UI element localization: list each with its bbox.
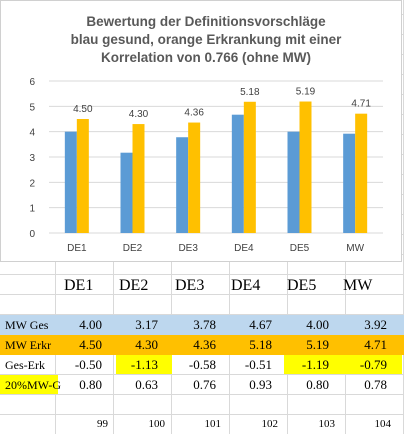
table-header-de4: DE4 [231,277,261,294]
bar [299,101,312,234]
x-tick-label: DE3 [178,243,198,254]
table-cell: 3.92 [364,317,387,332]
footer-cell: 99 [97,418,108,430]
y-tick-label: 5 [29,102,35,113]
y-tick-label: 1 [29,204,35,215]
bar [120,152,133,233]
table-cell: 4.00 [306,317,329,332]
table-cell: 4.67 [249,317,272,332]
bar [132,124,145,233]
footer-cell: 102 [261,418,279,430]
row-label-20-mw-g: 20%MW-G [5,378,61,392]
chart-title-line-1: Bewertung der Definitionsvorschläge [86,14,326,29]
bar [64,131,77,233]
table-cell: 0.76 [193,377,216,392]
highlight-cell [284,355,402,374]
data-label: 4.36 [184,108,204,119]
y-tick-label: 6 [29,77,35,88]
table-cell: 5.19 [306,337,329,352]
table-header-mw: MW [343,277,373,294]
bar [343,133,356,233]
bar [287,131,300,233]
highlight-cell [116,355,172,374]
table-cell: 0.80 [79,377,102,392]
table-cell: 3.78 [193,317,216,332]
footer-cell: 100 [148,418,166,430]
table-cell: 4.36 [193,337,216,352]
table-cell: 0.93 [249,377,272,392]
chart-title: Bewertung der Definitionsvorschläge blau… [41,13,371,67]
table-header-de3: DE3 [175,277,205,294]
table-cell: 5.18 [249,337,272,352]
data-label: 4.30 [129,109,149,120]
row-label-mw-erkr: MW Erkr [5,338,52,352]
table-cell: 4.50 [79,337,102,352]
chart-title-line-3: Korrelation von 0.766 (ohne MW) [100,50,312,65]
table-cell: 4.71 [364,337,387,352]
row-label-ges-erk: Ges-Erk [5,358,45,372]
table-cell: -0.58 [188,357,216,372]
bar [76,119,89,233]
x-tick-label: DE4 [234,243,254,254]
y-tick-label: 2 [29,178,35,189]
data-label: 4.50 [73,104,93,115]
bar [188,122,201,233]
table-cell: -0.79 [359,357,387,372]
data-table: DE1 DE2 DE3 DE4 DE5 MW MW Ges 4.00 3.17 … [0,272,404,434]
row-bg-mw-erkr [0,335,404,355]
table-cell: -0.51 [244,357,272,372]
y-tick-label: 0 [29,229,35,240]
y-tick-label: 4 [29,128,35,139]
data-label: 5.18 [240,87,260,98]
data-label: 5.19 [296,87,316,98]
footer-cell: 103 [318,418,336,430]
table-cell: -1.13 [130,357,158,372]
chart-area[interactable]: Bewertung der Definitionsvorschläge blau… [0,0,402,262]
footer-cell: 101 [204,418,222,430]
x-tick-label: DE5 [290,243,310,254]
bar [243,101,256,233]
row-bg-mw-ges [0,315,404,335]
table-cell: 0.80 [306,377,329,392]
table-cell: 0.63 [135,377,158,392]
x-tick-label: DE2 [123,243,143,254]
table-cell: 4.30 [135,337,158,352]
chart-title-line-2: blau gesund, orange Erkrankung mit einer [70,32,342,47]
x-tick-label: DE1 [67,243,87,254]
table-cell: 0.78 [364,377,387,392]
table-cell: 3.17 [135,317,158,332]
bar [176,137,189,233]
table-header-de2: DE2 [119,277,149,294]
bar-chart: 0 1 2 3 4 5 6 4.50 DE1 4.30 DE2 4.36 DE3 5.18 DE4 5.19 D… [29,77,383,254]
data-label: 4.71 [351,99,371,110]
y-tick-label: 3 [29,153,35,164]
table-cell: -0.50 [74,357,102,372]
table-cell: 4.00 [79,317,102,332]
table-cell: -1.19 [301,357,329,372]
bar [231,114,244,233]
bar [355,113,368,233]
row-label-mw-ges: MW Ges [5,318,49,332]
table-header-de1: DE1 [64,277,94,294]
table-header-de5: DE5 [287,277,317,294]
x-tick-label: MW [346,243,364,254]
footer-cell: 104 [374,418,392,430]
highlight-cell [0,375,58,394]
